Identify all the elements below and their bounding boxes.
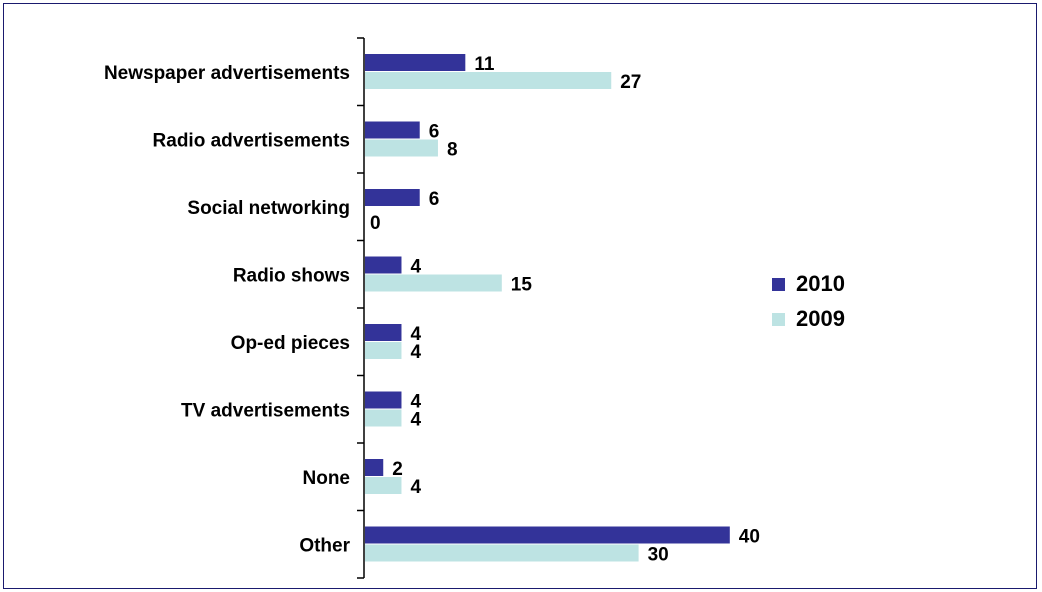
bars-layer [365, 54, 730, 562]
axis-layer [357, 37, 365, 579]
category-label: None [303, 468, 351, 489]
data-label-2009: 4 [410, 342, 421, 363]
bar-2009 [365, 409, 402, 427]
data-label-2009: 27 [620, 72, 641, 93]
category-label: Radio shows [233, 265, 350, 286]
bar-2009 [365, 274, 502, 292]
category-label: Op-ed pieces [231, 333, 350, 354]
bar-2009 [365, 72, 612, 89]
category-label: Social networking [187, 198, 350, 219]
data-label-2009: 4 [410, 477, 421, 498]
category-label: Newspaper advertisements [104, 63, 350, 84]
legend-swatch-2010 [772, 278, 785, 291]
data-label-2010: 4 [410, 392, 421, 413]
data-label-2010: 4 [410, 257, 421, 278]
data-label-2009: 30 [648, 545, 669, 566]
bar-2009 [365, 342, 402, 359]
bar-2009 [365, 139, 438, 157]
data-label-2010: 6 [429, 189, 440, 210]
data-label-2009: 4 [410, 410, 421, 431]
bar-chart: Newspaper advertisements 11 27 Radio advert… [104, 37, 845, 579]
data-label-2009: 8 [447, 140, 458, 161]
data-label-2010: 40 [739, 527, 760, 548]
legend-swatch-2009 [772, 313, 785, 326]
bar-2010 [365, 121, 420, 139]
data-label-2009: 15 [511, 275, 533, 296]
legend-label-2009: 2009 [796, 306, 845, 331]
legend-label-2010: 2010 [796, 271, 845, 296]
data-label-2010: 4 [410, 324, 421, 345]
category-label: Radio advertisements [153, 130, 350, 151]
chart-frame: Newspaper advertisements 11 27 Radio advert… [3, 3, 1037, 589]
bar-2010 [365, 256, 402, 274]
bar-2010 [365, 459, 384, 476]
data-label-2010: 11 [474, 54, 495, 75]
data-label-2010: 6 [429, 122, 440, 143]
bar-2010 [365, 324, 402, 341]
bar-2010 [365, 189, 420, 206]
data-label-2010: 2 [392, 459, 403, 480]
bar-2009 [365, 477, 402, 494]
labels-layer: Newspaper advertisements 11 27 Radio advert… [104, 54, 760, 566]
category-label: TV advertisements [181, 400, 350, 421]
bar-2010 [365, 391, 402, 409]
data-label-2009: 0 [370, 213, 381, 234]
category-label: Other [299, 535, 350, 556]
bar-2009 [365, 544, 639, 562]
bar-2010 [365, 526, 730, 544]
legend: 2010 2009 [772, 271, 845, 331]
bar-2010 [365, 54, 466, 71]
